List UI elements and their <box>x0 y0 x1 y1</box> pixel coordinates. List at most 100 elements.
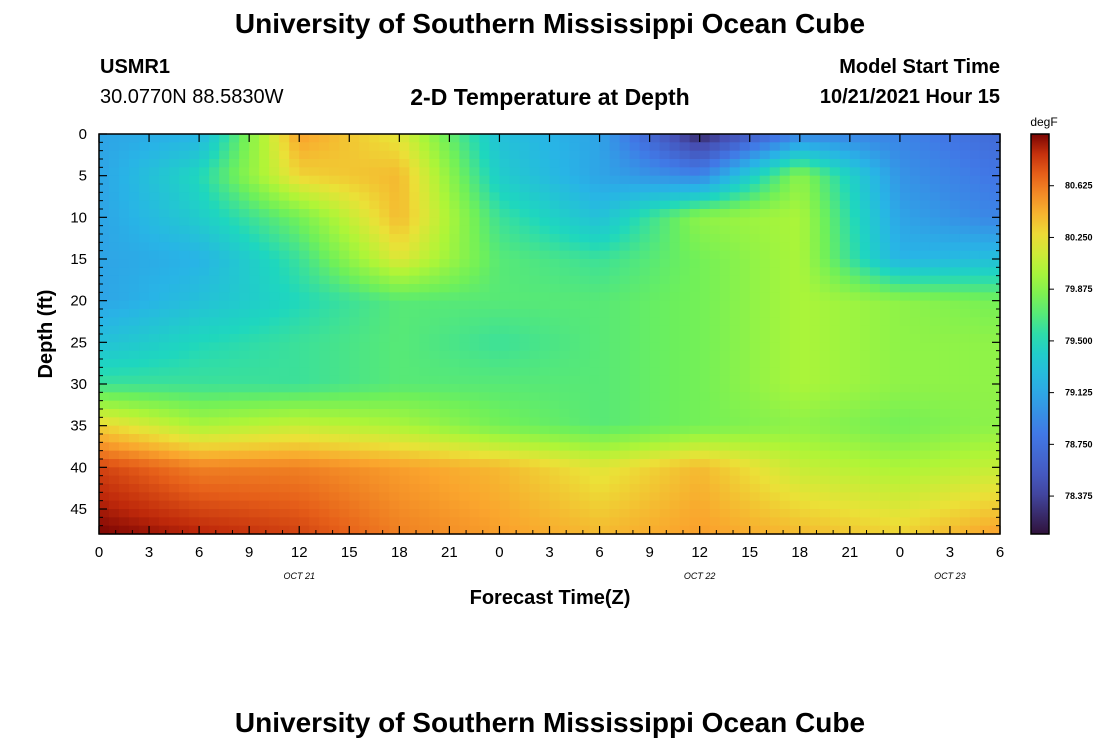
heatmap-cell <box>659 267 671 277</box>
heatmap-cell <box>979 317 991 327</box>
heatmap-cell <box>909 492 921 502</box>
heatmap-cell <box>159 525 170 535</box>
heatmap-cell <box>439 509 450 518</box>
heatmap-cell <box>899 384 911 393</box>
heatmap-cell <box>559 517 571 527</box>
heatmap-cell <box>499 267 511 277</box>
heatmap-cell <box>959 242 971 252</box>
heatmap-cell <box>689 509 701 518</box>
heatmap-cell <box>869 375 881 385</box>
heatmap-cell <box>919 242 931 252</box>
heatmap-cell <box>169 284 180 293</box>
heatmap-cell <box>269 417 280 427</box>
heatmap-cell <box>919 484 931 493</box>
heatmap-cell <box>299 150 310 160</box>
heatmap-cell <box>459 225 471 235</box>
heatmap-cell <box>639 325 651 335</box>
heatmap-cell <box>319 325 330 335</box>
heatmap-cell <box>409 259 420 268</box>
heatmap-cell <box>109 134 120 143</box>
heatmap-cell <box>739 475 751 485</box>
heatmap-cell <box>599 359 611 368</box>
heatmap-cell <box>369 484 380 493</box>
heatmap-cell <box>869 292 881 302</box>
heatmap-cell <box>389 475 400 485</box>
heatmap-cell <box>149 384 160 393</box>
heatmap-cell <box>229 292 240 302</box>
heatmap-cell <box>449 259 460 268</box>
heatmap-cell <box>419 192 430 202</box>
heatmap-cell <box>599 350 611 360</box>
heatmap-cell <box>909 500 921 510</box>
heatmap-cell <box>699 500 711 510</box>
heatmap-cell <box>649 275 661 285</box>
heatmap-cell <box>309 375 320 385</box>
heatmap-cell <box>469 234 481 243</box>
heatmap-cell <box>959 367 971 377</box>
heatmap-cell <box>769 434 781 443</box>
heatmap-cell <box>799 234 811 243</box>
heatmap-cell <box>379 234 390 243</box>
heatmap-cell <box>349 475 360 485</box>
heatmap-cell <box>599 250 611 260</box>
heatmap-cell <box>409 375 420 385</box>
heatmap-cell <box>429 384 440 393</box>
heatmap-cell <box>909 375 921 385</box>
heatmap-cell <box>609 475 621 485</box>
heatmap-cell <box>339 492 350 502</box>
heatmap-cell <box>859 400 871 410</box>
heatmap-cell <box>839 150 851 160</box>
heatmap-cell <box>709 209 721 218</box>
heatmap-cell <box>539 184 551 193</box>
heatmap-cell <box>679 192 691 202</box>
heatmap-cell <box>369 217 380 227</box>
heatmap-cell <box>759 334 771 343</box>
heatmap-cell <box>329 475 340 485</box>
heatmap-cell <box>669 209 681 218</box>
heatmap-cell <box>549 192 561 202</box>
heatmap-cell <box>389 175 400 185</box>
heatmap-cell <box>469 134 481 143</box>
heatmap-cell <box>559 200 571 210</box>
colorbar-tick-label: 78.375 <box>1065 491 1093 501</box>
heatmap-cell <box>399 384 410 393</box>
heatmap-cell <box>699 325 711 335</box>
heatmap-cell <box>569 275 581 285</box>
heatmap-cell <box>879 175 891 185</box>
heatmap-cell <box>809 325 821 335</box>
heatmap-cell <box>419 467 430 477</box>
heatmap-cell <box>529 409 541 418</box>
heatmap-cell <box>889 392 901 402</box>
heatmap-cell <box>199 159 210 168</box>
heatmap-cell <box>909 325 921 335</box>
heatmap-cell <box>629 400 641 410</box>
heatmap-cell <box>559 275 571 285</box>
heatmap-cell <box>849 259 861 268</box>
heatmap-cell <box>949 400 961 410</box>
heatmap-cell <box>519 250 531 260</box>
heatmap-cell <box>329 242 340 252</box>
heatmap-cell <box>909 417 921 427</box>
heatmap-cell <box>899 292 911 302</box>
heatmap-cell <box>539 150 551 160</box>
heatmap-cell <box>769 367 781 377</box>
heatmap-cell <box>769 142 781 152</box>
heatmap-cell <box>709 309 721 318</box>
heatmap-cell <box>629 525 641 535</box>
heatmap-cell <box>379 142 390 152</box>
heatmap-cell <box>359 350 370 360</box>
heatmap-cell <box>689 450 701 460</box>
heatmap-cell <box>469 159 481 168</box>
heatmap-cell <box>139 175 150 185</box>
heatmap-cell <box>559 434 571 443</box>
heatmap-cell <box>139 450 150 460</box>
heatmap-cell <box>879 467 891 477</box>
heatmap-cell <box>869 259 881 268</box>
heatmap-cell <box>879 317 891 327</box>
x-tick-label: 6 <box>195 544 203 561</box>
heatmap-cell <box>679 367 691 377</box>
heatmap-cell <box>589 175 601 185</box>
heatmap-cell <box>919 450 931 460</box>
heatmap-cell <box>609 517 621 527</box>
heatmap-cell <box>889 200 901 210</box>
